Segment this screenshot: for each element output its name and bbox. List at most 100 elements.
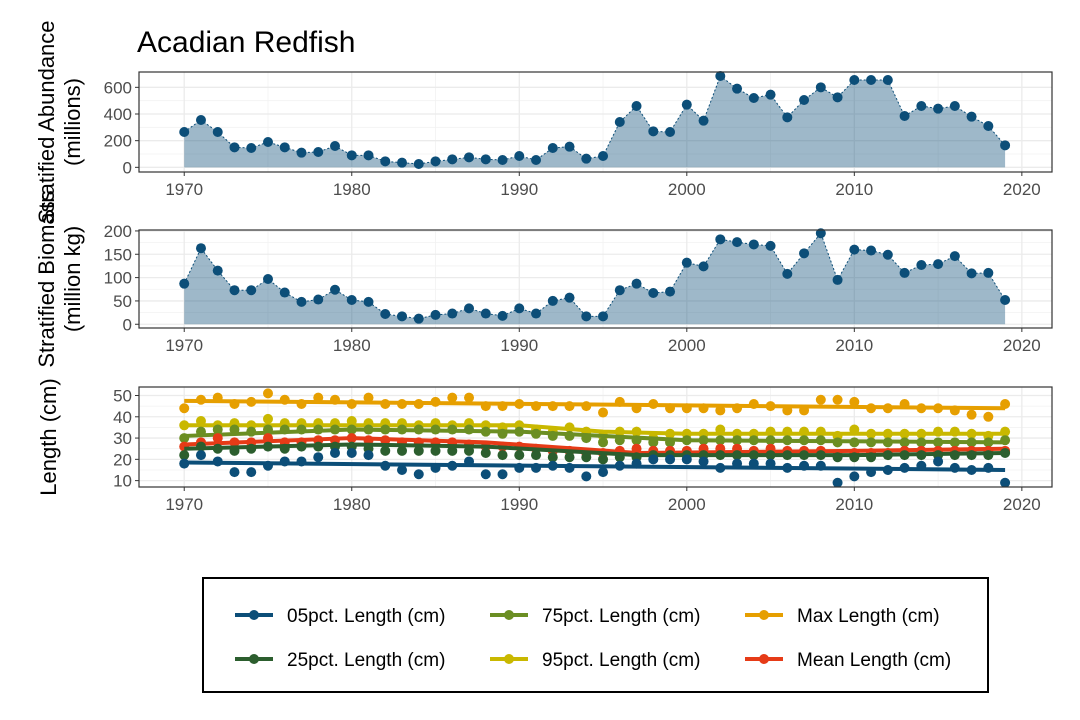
data-point <box>681 99 692 110</box>
data-point <box>732 237 743 248</box>
data-point <box>480 308 491 319</box>
data-point <box>229 285 240 296</box>
legend-key-point <box>759 610 769 620</box>
data-point <box>732 83 743 94</box>
legend-key-point <box>504 654 514 664</box>
data-point <box>598 437 609 448</box>
data-point <box>665 127 676 137</box>
data-point <box>748 93 759 103</box>
data-point <box>447 445 458 456</box>
plot-area <box>179 228 1011 325</box>
y-tick-label: 0 <box>123 315 132 334</box>
data-point <box>899 267 910 278</box>
x-tick-label: 2010 <box>835 495 873 514</box>
data-point <box>547 452 558 463</box>
data-point <box>531 308 542 319</box>
y-axis-title: Stratified Biomass(million kg) <box>34 190 85 367</box>
x-tick-label: 1970 <box>165 180 203 199</box>
data-point <box>564 452 575 463</box>
x-tick-label: 1980 <box>333 336 371 355</box>
data-point <box>882 75 893 85</box>
data-point <box>195 450 206 461</box>
y-tick-label: 50 <box>113 292 132 311</box>
data-point <box>262 413 273 424</box>
data-point <box>765 240 776 251</box>
data-point <box>246 285 257 296</box>
data-point <box>430 309 441 320</box>
legend-label: Mean Length (cm) <box>797 650 951 671</box>
data-point <box>832 394 843 405</box>
y-tick-label: 200 <box>104 222 132 241</box>
data-point <box>447 154 458 165</box>
series-group <box>179 388 1011 422</box>
plot-area <box>179 71 1011 169</box>
data-point <box>631 101 642 111</box>
data-point <box>464 152 475 163</box>
data-point <box>698 115 709 126</box>
data-point <box>464 392 475 403</box>
y-tick-label: 200 <box>104 132 132 151</box>
data-point <box>330 447 341 458</box>
x-tick-label: 1990 <box>500 180 538 199</box>
data-point <box>179 403 190 414</box>
data-point <box>229 142 240 153</box>
data-point <box>782 112 793 123</box>
legend-border <box>202 577 989 693</box>
area-fill <box>184 76 1006 168</box>
data-point <box>815 82 826 93</box>
data-point <box>330 141 341 151</box>
data-point <box>464 303 475 314</box>
data-point <box>413 313 424 324</box>
legend-key-point <box>504 610 514 620</box>
data-point <box>279 142 290 153</box>
data-point <box>447 308 458 319</box>
data-point <box>598 467 609 478</box>
data-point <box>413 445 424 456</box>
data-point <box>212 433 223 444</box>
y-tick-label: 40 <box>113 408 132 427</box>
legend-key-point <box>249 610 259 620</box>
data-point <box>179 450 190 461</box>
data-point <box>715 71 726 81</box>
data-point <box>397 157 408 168</box>
y-tick-label: 400 <box>104 105 132 124</box>
data-point <box>514 151 525 161</box>
data-point <box>262 137 273 147</box>
data-point <box>547 143 558 153</box>
data-point <box>246 467 257 478</box>
data-point <box>480 154 491 165</box>
data-point <box>212 127 223 137</box>
data-point <box>262 388 273 399</box>
data-point <box>480 447 491 458</box>
data-point <box>514 303 525 314</box>
data-point <box>598 151 609 161</box>
data-point <box>681 454 692 465</box>
data-point <box>832 92 843 103</box>
data-point <box>497 450 508 461</box>
data-point <box>933 456 944 467</box>
x-tick-label: 2020 <box>1003 495 1041 514</box>
data-point <box>648 126 659 137</box>
x-tick-label: 1990 <box>500 336 538 355</box>
x-tick-label: 2020 <box>1003 336 1041 355</box>
y-axis-title-line: (millions) <box>60 78 85 166</box>
data-point <box>849 75 860 85</box>
data-point <box>229 467 240 478</box>
panel-border <box>138 71 1053 173</box>
x-tick-label: 2000 <box>668 180 706 199</box>
data-point <box>782 268 793 279</box>
x-tick-label: 1990 <box>500 495 538 514</box>
data-point <box>212 424 223 435</box>
data-point <box>413 469 424 480</box>
data-point <box>380 309 391 319</box>
data-point <box>497 155 508 165</box>
data-point <box>681 257 692 268</box>
data-point <box>363 392 374 403</box>
x-tick-label: 2000 <box>668 336 706 355</box>
legend-key-point <box>759 654 769 664</box>
data-point <box>179 278 190 289</box>
data-point <box>581 153 592 164</box>
data-point <box>531 450 542 461</box>
data-point <box>380 156 391 167</box>
series-group <box>179 424 1011 448</box>
